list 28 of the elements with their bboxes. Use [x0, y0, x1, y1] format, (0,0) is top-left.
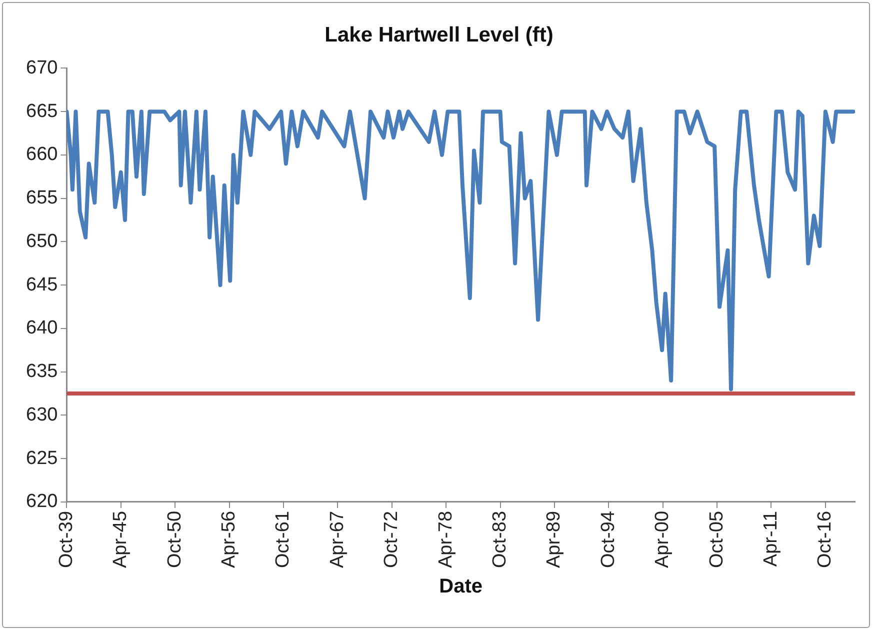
- x-tick-label: Oct-72: [381, 510, 402, 568]
- x-axis-title: Date: [439, 576, 483, 598]
- x-tick-label: Oct-61: [272, 510, 294, 568]
- x-tick-label: Oct-83: [490, 510, 510, 568]
- y-tick-label: 645: [26, 274, 58, 296]
- x-tick-label: Oct-39: [56, 510, 77, 568]
- y-tick-label: 630: [26, 404, 58, 426]
- x-tick-label: Apr-89: [544, 510, 565, 568]
- y-tick-label: 665: [26, 100, 58, 122]
- y-tick-label: 635: [26, 361, 58, 382]
- chart-title: Lake Hartwell Level (ft): [324, 23, 554, 46]
- x-tick-label: Apr-78: [435, 510, 456, 568]
- y-tick-label: 625: [26, 448, 58, 469]
- y-tick-label: 660: [26, 144, 58, 166]
- x-tick-label: Oct-94: [598, 510, 619, 568]
- x-tick-label: Oct-05: [706, 510, 728, 568]
- x-tick-label: Oct-16: [814, 510, 836, 568]
- x-tick-label: Apr-56: [218, 510, 240, 568]
- x-tick-label: Apr-67: [326, 510, 348, 568]
- y-tick-label: 650: [26, 230, 58, 252]
- y-tick-label: 655: [26, 188, 58, 209]
- x-tick-label: Apr-00: [652, 510, 674, 568]
- y-tick-label: 640: [26, 318, 58, 339]
- x-tick-label: Apr-11: [760, 510, 782, 567]
- x-tick-label: Apr-45: [110, 510, 132, 568]
- y-tick-label: 620: [26, 491, 58, 512]
- x-tick-label: Oct-50: [164, 510, 186, 568]
- y-tick-label: 670: [26, 57, 58, 78]
